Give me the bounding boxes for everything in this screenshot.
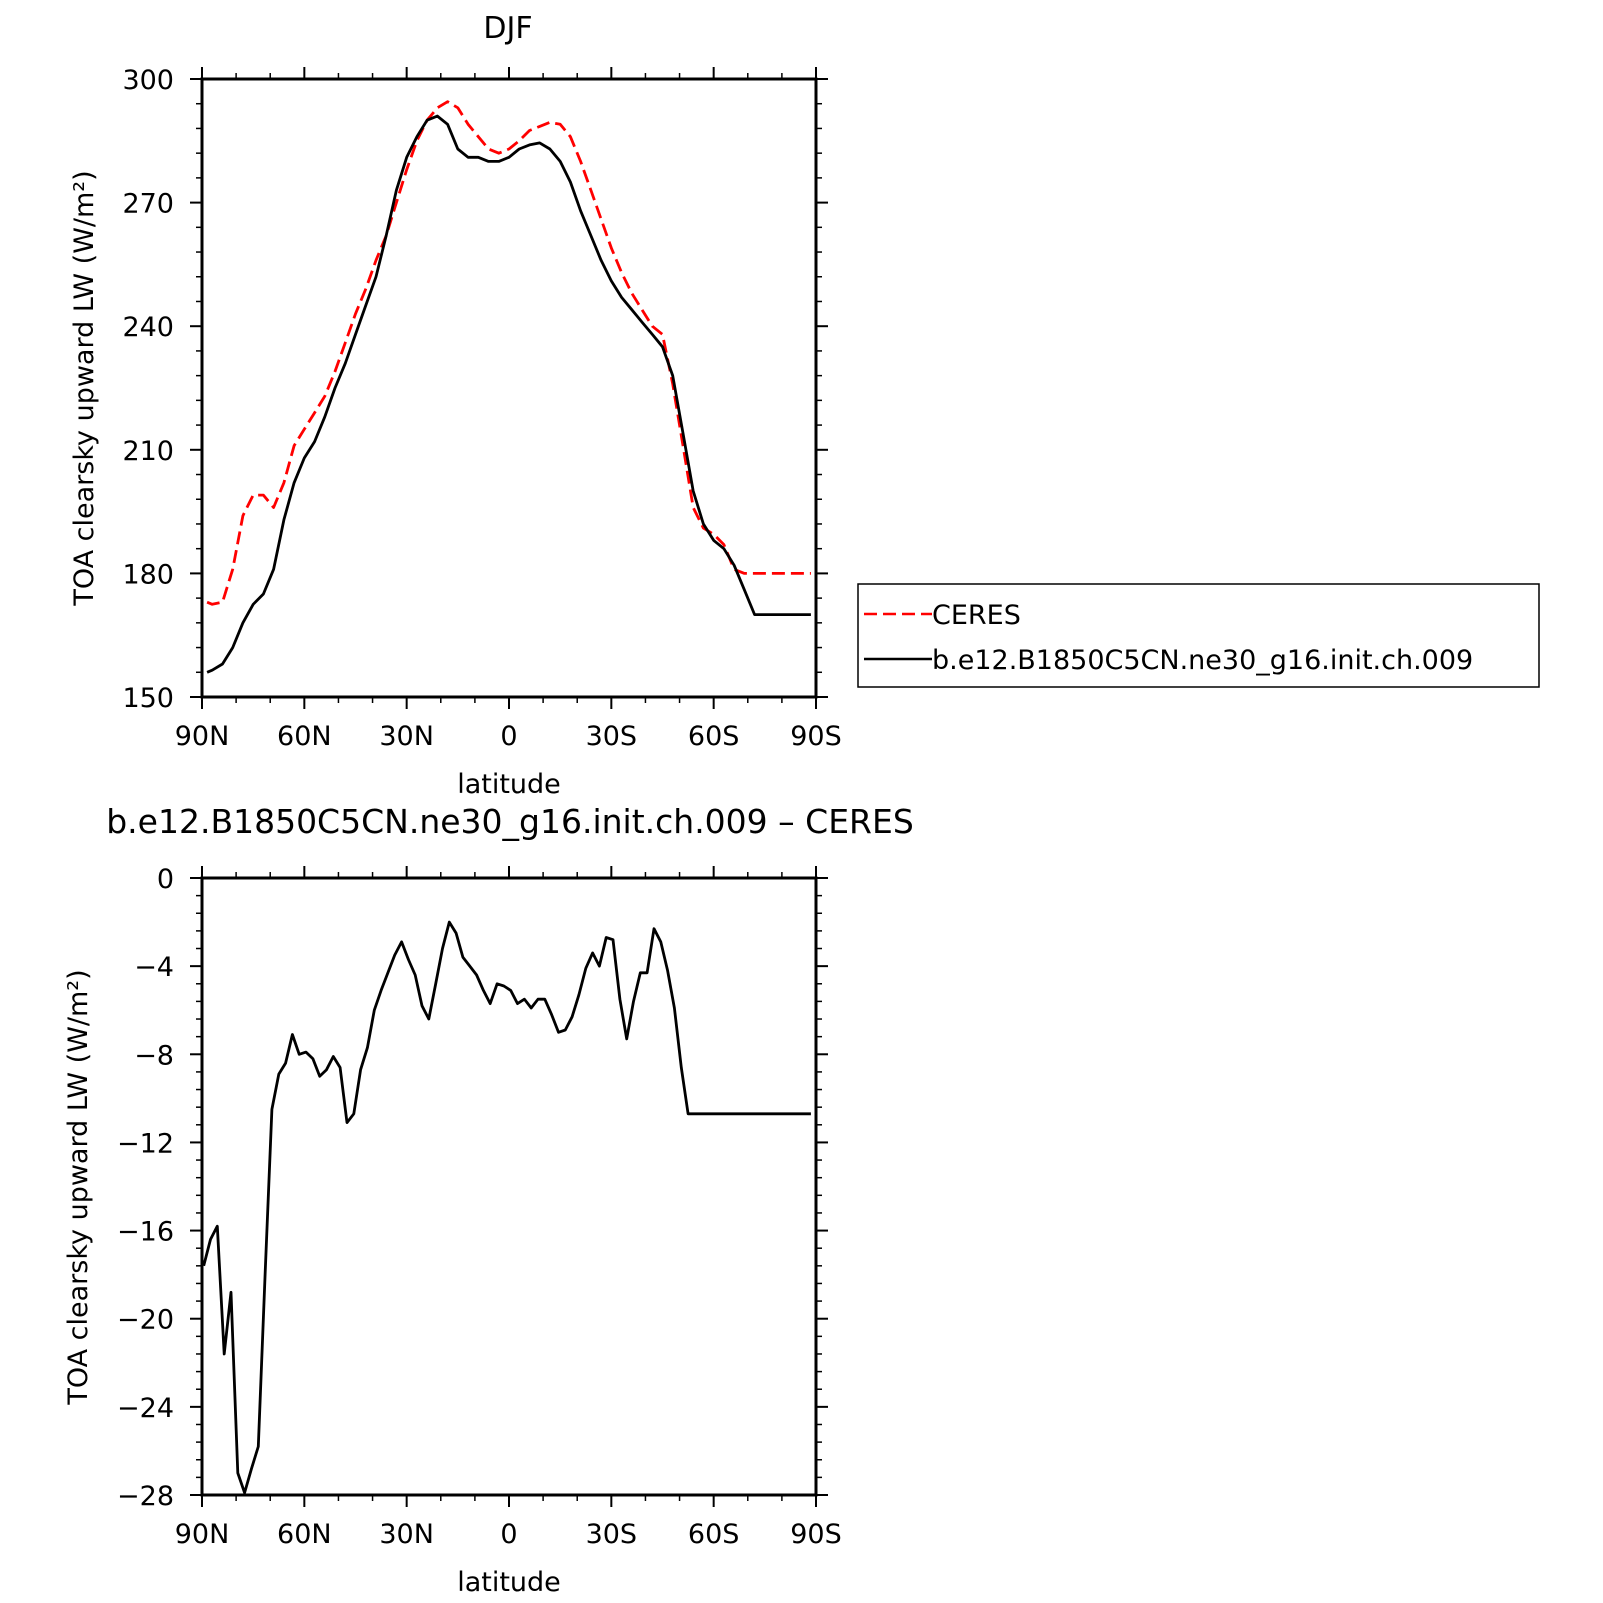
top-plot-frame [200,77,818,699]
bottom-x-axis-label: latitude [457,1567,561,1598]
bottom-x-tick-label: 60N [277,1519,332,1550]
bottom-y-tick-label: −4 [134,952,174,983]
bottom-y-tick-label: 0 [157,864,174,895]
top-x-tick-label: 30S [586,721,638,752]
top-x-tick-label: 0 [500,721,517,752]
top-x-axis-label: latitude [457,769,561,800]
legend: CERES b.e12.B1850C5CN.ne30_g16.init.ch.0… [857,583,1540,688]
top-x-tick-label: 90S [790,721,842,752]
bottom-y-tick-label: −16 [117,1217,174,1248]
top-y-tick-label: 270 [122,189,174,220]
bottom-x-tick-label: 90S [790,1519,842,1550]
top-y-tick-label: 150 [122,683,174,714]
bottom-x-tick-label: 90N [175,1519,230,1550]
bottom-plot-frame [200,876,818,1497]
bottom-x-tick-label: 0 [500,1519,517,1550]
legend-ceres-label: CERES [932,600,1021,631]
legend-model-label: b.e12.B1850C5CN.ne30_g16.init.ch.009 [932,645,1473,676]
top-y-tick-label: 300 [122,65,174,96]
bottom-y-axis-label: TOA clearsky upward LW (W/m²) [63,969,94,1405]
bottom-y-tick-label: −24 [117,1393,174,1424]
bottom-panel: b.e12.B1850C5CN.ne30_g16.init.ch.009 – C… [63,802,914,1598]
bottom-y-tick-label: −8 [134,1040,174,1071]
top-ticks-layer: 90N 60N 30N 0 30S 60S 90S 150 180 210 240 270 300 [122,65,841,752]
legend-box [857,583,1540,688]
top-y-axis-label: TOA clearsky upward LW (W/m²) [69,170,100,606]
top-y-tick-label: 240 [122,312,174,343]
bottom-ticks-layer: 90N 60N 30N 0 30S 60S 90S 0 −4 −8 −12 −16 −20 −24 −28 [117,864,842,1550]
top-series-line-ceres [206,100,811,606]
bottom-series-layer [202,920,811,1495]
top-series-line-b-e12-b1850c5cn-ne30-g16-init-ch-009 [206,114,811,674]
top-series-layer [206,100,811,674]
bottom-y-tick-label: −12 [117,1128,174,1159]
bottom-chart-title: b.e12.B1850C5CN.ne30_g16.init.ch.009 – C… [106,802,914,841]
bottom-y-tick-label: −28 [117,1481,174,1512]
top-y-tick-label: 210 [122,436,174,467]
top-x-tick-label: 30N [379,721,434,752]
bottom-x-tick-label: 30S [586,1519,638,1550]
top-x-tick-label: 60N [277,721,332,752]
bottom-x-tick-label: 60S [688,1519,740,1550]
top-x-tick-label: 60S [688,721,740,752]
top-y-tick-label: 180 [122,559,174,590]
bottom-series-line-0 [202,920,811,1495]
bottom-y-tick-label: −20 [117,1305,174,1336]
top-x-tick-label: 90N [175,721,230,752]
top-panel: DJF 90N 60N 30N 0 30S 60S 90S 150 180 210 240 270 30… [69,11,842,800]
top-chart-title: DJF [483,11,532,46]
bottom-x-tick-label: 30N [379,1519,434,1550]
